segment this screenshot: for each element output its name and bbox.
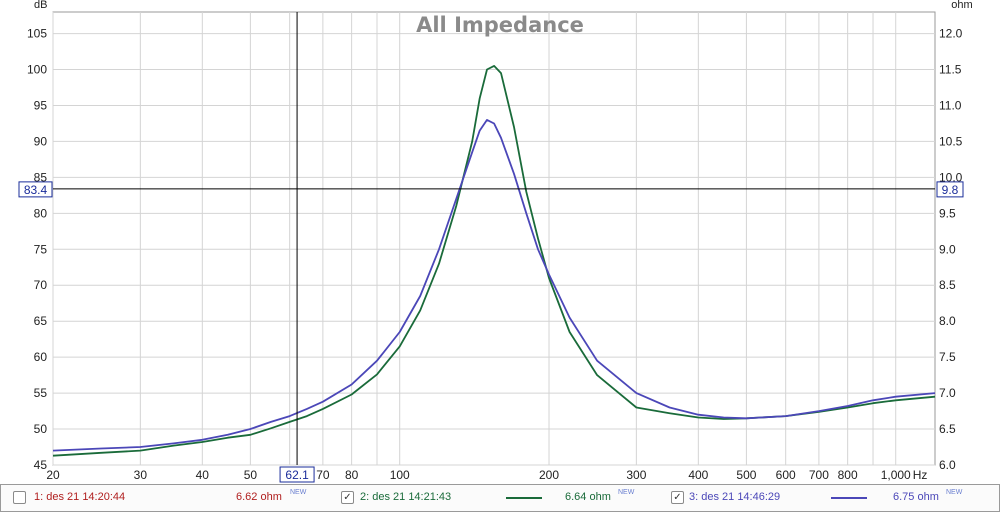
y-left-tick-label: 105 <box>27 27 47 41</box>
y-right-tick-label: 11.0 <box>939 98 962 112</box>
x-tick-label: 500 <box>736 468 756 482</box>
x-tick-label: 300 <box>626 468 646 482</box>
y-right-tick-label: 8.5 <box>939 278 956 292</box>
legend-badge-3: NEW <box>946 489 963 496</box>
y-left-tick-label: 90 <box>34 134 48 148</box>
x-tick-label: 600 <box>776 468 796 482</box>
legend-name-3: 3: des 21 14:46:29 <box>689 491 781 503</box>
left-axis-unit: dB <box>34 0 47 11</box>
y-left-tick-label: 55 <box>34 386 48 400</box>
legend-name-2: 2: des 21 14:21:43 <box>360 491 452 503</box>
x-tick-label: 70 <box>316 468 330 482</box>
x-tick-label: 800 <box>838 468 858 482</box>
cursor-y-right-label: 9.8 <box>942 183 959 197</box>
impedance-chart[interactable]: All Impedance dB ohm 62.1 83.4 9.8 20 30 40 5… <box>0 0 1000 484</box>
legend-bar: 1: des 21 14:20:44 6.62 ohm NEW ✓ 2: des… <box>0 484 1000 512</box>
y-right-tick-label: 9.0 <box>939 242 956 256</box>
x-tick-label: 80 <box>345 468 359 482</box>
cursor-y-left-label: 83.4 <box>24 183 48 197</box>
y-right-tick-label: 12.0 <box>939 27 963 41</box>
cursor-y-right-label-box <box>936 181 964 198</box>
legend-badge-2: NEW <box>618 489 635 496</box>
legend-swatch-2 <box>506 497 542 499</box>
legend-item-1[interactable]: 1: des 21 14:20:44 6.62 ohm NEW <box>1 485 331 511</box>
y-left-tick-label: 85 <box>34 170 48 184</box>
y-left-tick-label: 80 <box>34 206 48 220</box>
y-left-tick-label: 75 <box>34 242 48 256</box>
legend-item-3[interactable]: ✓ 3: des 21 14:46:29 6.75 ohm NEW <box>661 485 999 511</box>
cursor[interactable]: 62.1 83.4 9.8 <box>18 12 964 483</box>
y-right-tick-label: 7.5 <box>939 350 956 364</box>
chart-title: All Impedance <box>416 13 584 37</box>
legend-badge-1: NEW <box>290 489 307 496</box>
axes: All Impedance dB ohm <box>34 0 973 37</box>
cursor-x-label: 62.1 <box>285 468 309 482</box>
x-tick-label: 30 <box>134 468 148 482</box>
y-right-tick-label: 10.5 <box>939 134 963 148</box>
cursor-x-label-box <box>279 466 315 483</box>
tick-labels: 20 30 40 50 70 80 100 200 300 400 500 600 700 800 1,00… <box>27 27 963 482</box>
legend-checkbox-1[interactable] <box>13 491 26 504</box>
legend-value-1: 6.62 ohm <box>236 491 282 503</box>
legend-item-2[interactable]: ✓ 2: des 21 14:21:43 6.64 ohm NEW <box>331 485 661 511</box>
legend-checkbox-2[interactable]: ✓ <box>341 491 354 504</box>
right-axis-unit: ohm <box>951 0 972 11</box>
y-right-tick-label: 8.0 <box>939 314 956 328</box>
x-tick-label: 700 <box>809 468 829 482</box>
series-lines <box>52 65 936 457</box>
y-left-tick-label: 100 <box>27 63 47 77</box>
x-tick-label: 1,000 <box>881 468 911 482</box>
legend-swatch-3 <box>831 497 867 499</box>
x-axis-unit: Hz <box>913 468 928 482</box>
y-left-tick-label: 50 <box>34 422 48 436</box>
y-right-tick-label: 6.5 <box>939 422 956 436</box>
y-left-tick-label: 65 <box>34 314 48 328</box>
y-left-tick-label: 45 <box>34 458 48 472</box>
series-line-3 <box>52 119 936 452</box>
x-tick-label: 50 <box>244 468 258 482</box>
legend-value-3: 6.75 ohm <box>893 491 939 503</box>
x-tick-label: 40 <box>196 468 210 482</box>
y-right-tick-label: 6.0 <box>939 458 956 472</box>
y-left-tick-label: 70 <box>34 278 48 292</box>
y-right-tick-label: 9.5 <box>939 206 956 220</box>
legend-value-2: 6.64 ohm <box>565 491 611 503</box>
y-left-tick-label: 95 <box>34 98 48 112</box>
legend-name-1: 1: des 21 14:20:44 <box>34 491 126 503</box>
x-tick-label: 400 <box>688 468 708 482</box>
legend-checkbox-3[interactable]: ✓ <box>671 491 684 504</box>
x-tick-label: 20 <box>46 468 60 482</box>
y-left-tick-label: 60 <box>34 350 48 364</box>
y-right-tick-label: 10.0 <box>939 170 963 184</box>
grid <box>52 11 936 466</box>
y-right-tick-label: 11.5 <box>939 63 962 77</box>
cursor-y-left-label-box <box>18 181 53 198</box>
x-tick-label: 100 <box>390 468 410 482</box>
y-right-tick-label: 7.0 <box>939 386 956 400</box>
x-tick-label: 200 <box>539 468 559 482</box>
plot-border <box>52 11 936 466</box>
